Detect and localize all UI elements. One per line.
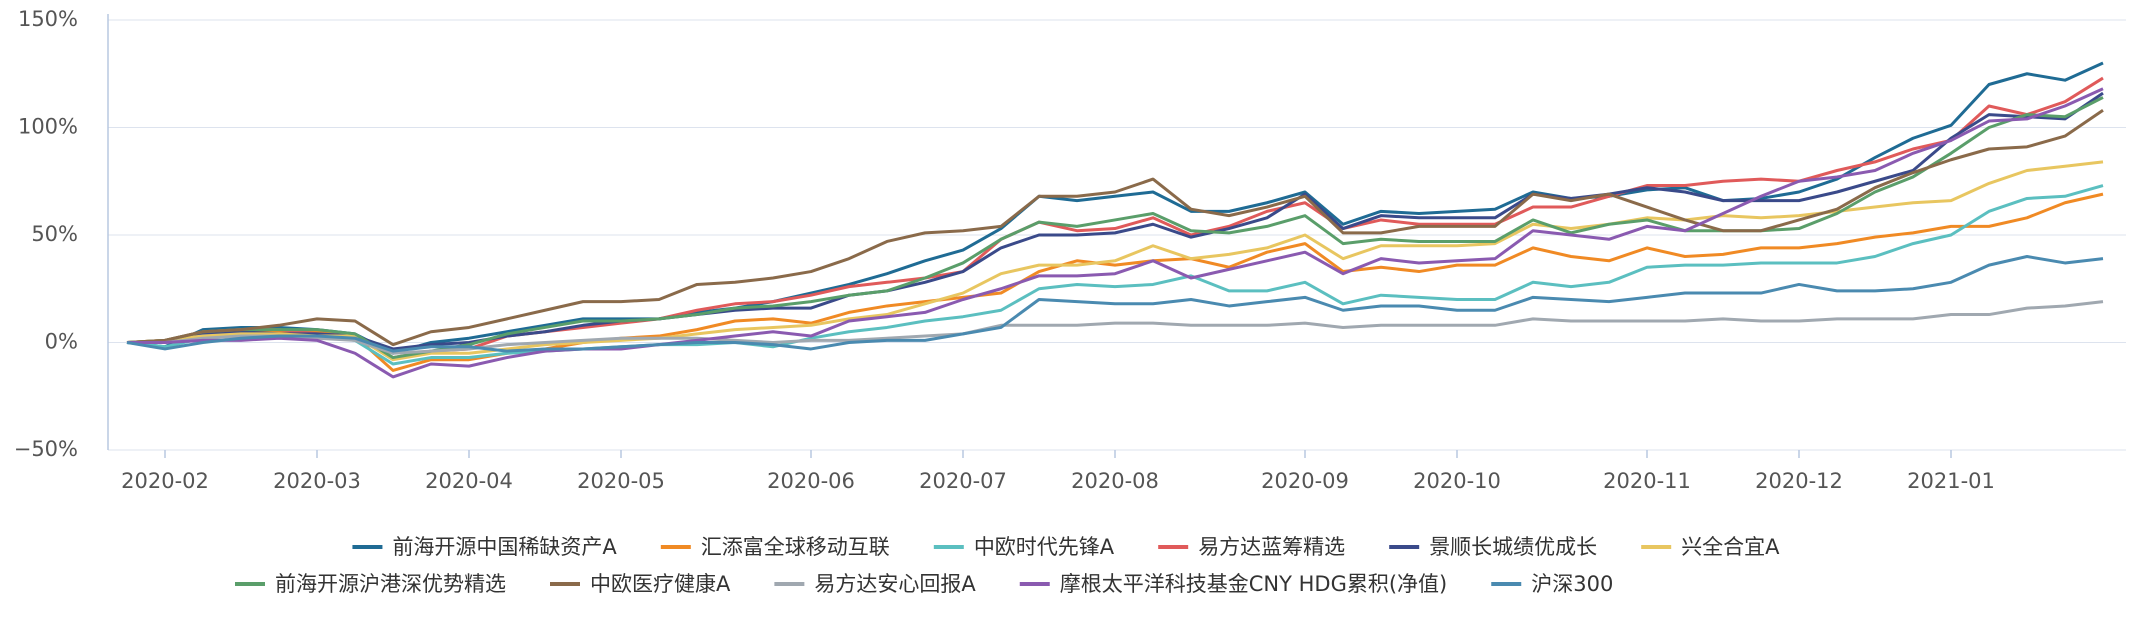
legend: 前海开源中国稀缺资产A 汇添富全球移动互联 中欧时代先锋A 易方达蓝筹精选 景顺长城绩优… (235, 535, 1780, 596)
x-tick-label: 2020-02 (121, 469, 209, 493)
x-tick-label: 2020-06 (767, 469, 855, 493)
legend-item: 景顺长城绩优成长 (1389, 535, 1597, 559)
x-tick-label: 2020-09 (1261, 469, 1349, 493)
legend-item: 中欧医疗健康A (550, 572, 731, 596)
series-line (126, 192, 2104, 372)
series-line (126, 184, 2104, 366)
legend-item: 沪深300 (1491, 572, 1613, 596)
legend-label: 兴全合宜A (1681, 535, 1780, 559)
x-tick-label: 2020-07 (919, 469, 1007, 493)
series-line (127, 87, 2104, 379)
legend-item: 中欧时代先锋A (933, 535, 1115, 559)
series-line (126, 255, 2104, 353)
legend-item: 易方达安心回报A (774, 572, 976, 596)
legend-label: 易方达安心回报A (814, 572, 976, 596)
y-tick-label: 50% (31, 222, 78, 246)
legend-item: 前海开源中国稀缺资产A (352, 535, 617, 559)
y-tick-label: −50% (14, 437, 78, 461)
x-tick-label: 2020-12 (1755, 469, 1843, 493)
legend-item: 汇添富全球移动互联 (660, 535, 890, 559)
legend-item: 兴全合宜A (1641, 535, 1780, 559)
legend-label: 摩根太平洋科技基金CNY HDG累积(净值) (1060, 572, 1448, 596)
y-tick-label: 150% (18, 7, 78, 31)
legend-label: 景顺长城绩优成长 (1429, 535, 1597, 559)
legend-item: 摩根太平洋科技基金CNY HDG累积(净值) (1019, 572, 1448, 596)
series-line (126, 61, 2104, 355)
series-line (127, 300, 2104, 355)
y-tick-label: 0% (45, 330, 78, 354)
legend-label: 汇添富全球移动互联 (701, 535, 890, 559)
series-line (126, 160, 2104, 362)
legend-label: 中欧医疗健康A (590, 572, 731, 596)
legend-item: 易方达蓝筹精选 (1158, 535, 1345, 559)
legend-label: 沪深300 (1531, 572, 1613, 596)
x-tick-label: 2020-08 (1071, 469, 1159, 493)
legend-label: 前海开源沪港深优势精选 (275, 572, 506, 596)
x-tick-label: 2020-10 (1413, 469, 1501, 493)
x-tick-label: 2021-01 (1907, 469, 1995, 493)
x-tick-label: 2020-04 (425, 469, 513, 493)
series-line (127, 91, 2104, 351)
series-line (126, 109, 2104, 347)
legend-label: 前海开源中国稀缺资产A (392, 535, 617, 559)
legend-label: 易方达蓝筹精选 (1198, 535, 1345, 559)
x-tick-label: 2020-03 (273, 469, 361, 493)
x-tick-label: 2020-11 (1603, 469, 1691, 493)
legend-item: 前海开源沪港深优势精选 (235, 572, 506, 596)
x-tick-label: 2020-05 (577, 469, 665, 493)
legend-label: 中欧时代先锋A (974, 535, 1115, 559)
y-tick-label: 100% (18, 115, 78, 139)
